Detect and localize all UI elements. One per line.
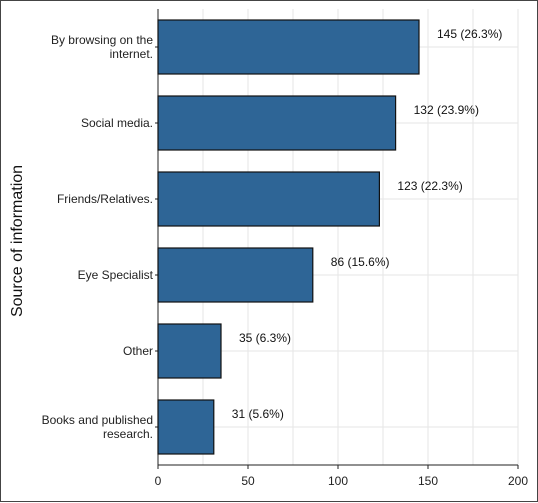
- category-label: Books and published research.: [42, 413, 153, 441]
- category-label-line: internet.: [110, 47, 153, 61]
- data-label: 86 (15.6%): [331, 255, 390, 269]
- grid: [155, 9, 519, 466]
- category-labels: By browsing on the internet. Social media.…: [42, 33, 154, 441]
- x-tick-label: 100: [328, 474, 348, 488]
- category-label: Eye Specialist: [78, 268, 154, 282]
- data-label: 123 (22.3%): [397, 179, 462, 193]
- data-label: 145 (26.3%): [437, 27, 502, 41]
- category-label-line: Eye Specialist: [78, 268, 154, 282]
- category-label-line: By browsing on the: [51, 33, 153, 47]
- bar: [157, 323, 222, 379]
- category-label-line: Friends/Relatives.: [57, 192, 153, 206]
- category-label-line: research.: [103, 427, 153, 441]
- bar: [157, 247, 314, 303]
- x-tick-label: 200: [508, 474, 528, 488]
- bars: [157, 19, 420, 455]
- category-label: Social media.: [81, 116, 153, 130]
- data-label: 31 (5.6%): [232, 407, 284, 421]
- x-tick-labels: 0 50 100 150 200: [155, 465, 528, 488]
- x-tick-label: 150: [418, 474, 438, 488]
- category-label-line: Other: [123, 344, 153, 358]
- x-tick-label: 50: [241, 474, 255, 488]
- bar: [157, 95, 397, 151]
- x-tick-label: 0: [155, 474, 162, 488]
- data-labels: 145 (26.3%) 132 (23.9%) 123 (22.3%) 86 (15.…: [232, 27, 503, 421]
- data-label: 132 (23.9%): [414, 103, 479, 117]
- category-label: Other: [123, 344, 153, 358]
- bar: [157, 399, 215, 455]
- bar: [157, 19, 420, 75]
- category-label: By browsing on the internet.: [51, 33, 153, 61]
- data-label: 35 (6.3%): [239, 331, 291, 345]
- y-axis-title: Source of information: [9, 165, 26, 317]
- bar: [157, 171, 380, 227]
- category-label-line: Books and published: [42, 413, 153, 427]
- category-label: Friends/Relatives.: [57, 192, 153, 206]
- category-label-line: Social media.: [81, 116, 153, 130]
